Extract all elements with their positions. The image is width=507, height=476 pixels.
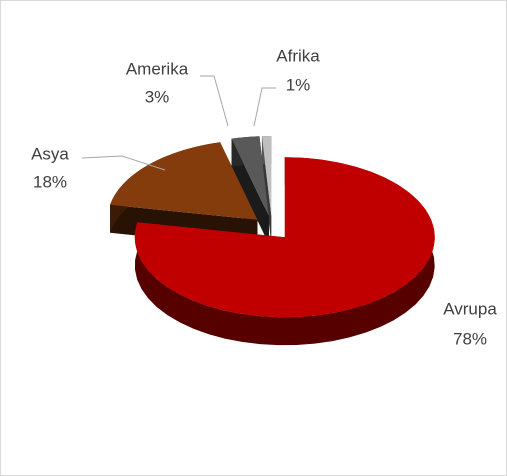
leader-line	[253, 87, 276, 127]
slice-value-label: 18%	[33, 172, 67, 191]
pie-slice	[261, 136, 272, 245]
slice-label: Amerika	[126, 59, 189, 78]
slice-top	[231, 136, 269, 217]
slice-value-label: 3%	[145, 87, 170, 106]
slice-value-label: 1%	[286, 75, 311, 94]
slice-value-label: 78%	[453, 329, 487, 348]
pie-slice	[134, 157, 435, 346]
leader-line	[200, 75, 229, 127]
slice-top	[261, 136, 272, 217]
slice-label: Asya	[31, 144, 69, 163]
pie-slice	[231, 136, 269, 245]
pie	[110, 136, 435, 346]
slice-label: Avrupa	[443, 299, 497, 318]
slice-label: Afrika	[276, 46, 320, 65]
slice-top	[134, 157, 435, 318]
pie-slice	[110, 142, 258, 248]
slice-top	[110, 142, 258, 220]
leader-line	[81, 155, 166, 171]
